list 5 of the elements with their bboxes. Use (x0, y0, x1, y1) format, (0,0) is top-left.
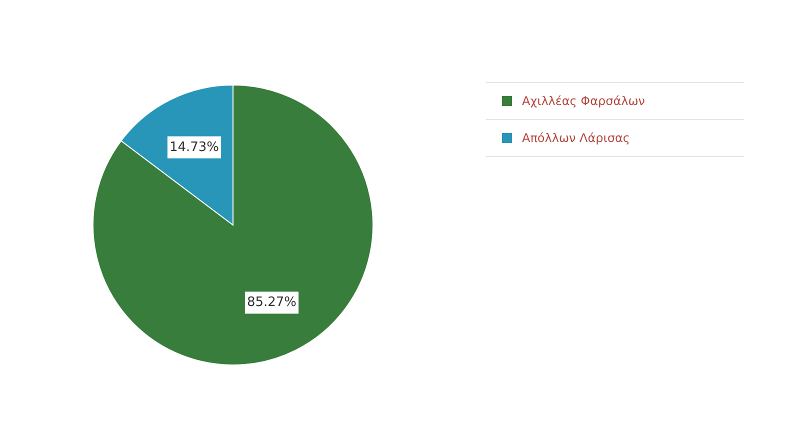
legend-label: Απόλλων Λάρισας (522, 131, 630, 145)
pie-slice (92, 84, 374, 366)
data-label: 85.27% (246, 295, 297, 310)
data-label: 14.73% (169, 140, 220, 155)
legend-label: Αχιλλέας Φαρσάλων (522, 94, 645, 108)
